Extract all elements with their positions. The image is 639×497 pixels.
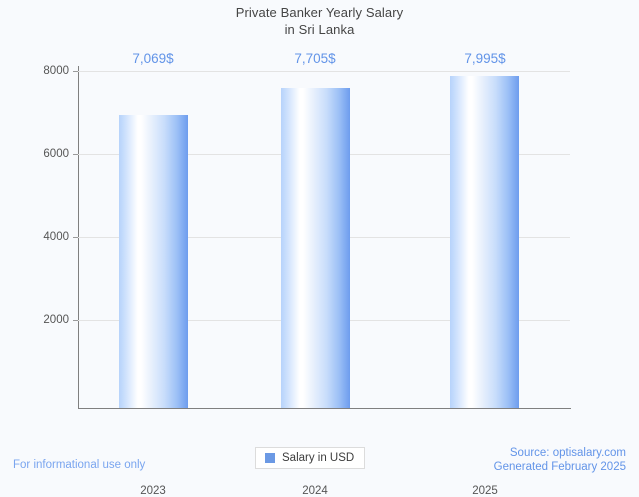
y-tick-mark-6000 <box>73 154 78 155</box>
chart-legend[interactable]: Salary in USD <box>255 447 366 469</box>
bar-2024[interactable] <box>281 88 350 408</box>
y-tick-label-6000: 6000 <box>43 148 69 160</box>
x-tick-label-2024: 2024 <box>302 485 328 497</box>
y-tick-label-2000: 2000 <box>43 314 69 326</box>
chart-page: { "chart_data": { "type": "bar", "title"… <box>0 4 639 497</box>
legend-swatch-icon <box>265 453 275 463</box>
plot-area: 8000 6000 4000 2000 7,069$ 7,705$ 7,995$… <box>43 51 570 497</box>
gridline-8000: 8000 <box>43 65 570 77</box>
y-tick-label-4000: 4000 <box>43 231 69 243</box>
bar-value-label-2025: 7,995$ <box>464 51 506 66</box>
y-tick-mark-2000 <box>73 320 78 321</box>
chart-title-line-1: Private Banker Yearly Salary <box>235 5 404 20</box>
chart-title: Private Banker Yearly Salary in Sri Lank… <box>0 4 639 38</box>
bar-2025[interactable] <box>450 76 519 408</box>
chart-title-line-2: in Sri Lanka <box>284 22 355 37</box>
x-tick-label-2025: 2025 <box>472 485 498 497</box>
source-block: Source: optisalary.com Generated Februar… <box>494 446 626 474</box>
legend-item-label: Salary in USD <box>282 452 355 464</box>
y-tick-mark-8000 <box>73 71 78 72</box>
y-tick-mark-4000 <box>73 237 78 238</box>
generated-text: Generated February 2025 <box>493 461 626 473</box>
x-axis-line <box>78 408 571 409</box>
x-tick-label-2023: 2023 <box>140 485 166 497</box>
y-tick-label-8000: 8000 <box>43 65 69 77</box>
disclaimer-text: For informational use only <box>13 459 146 471</box>
bar-2023[interactable] <box>119 115 188 408</box>
bar-value-label-2024: 7,705$ <box>294 51 336 66</box>
source-text: Source: optisalary.com <box>509 447 626 459</box>
bar-value-label-2023: 7,069$ <box>132 51 174 66</box>
